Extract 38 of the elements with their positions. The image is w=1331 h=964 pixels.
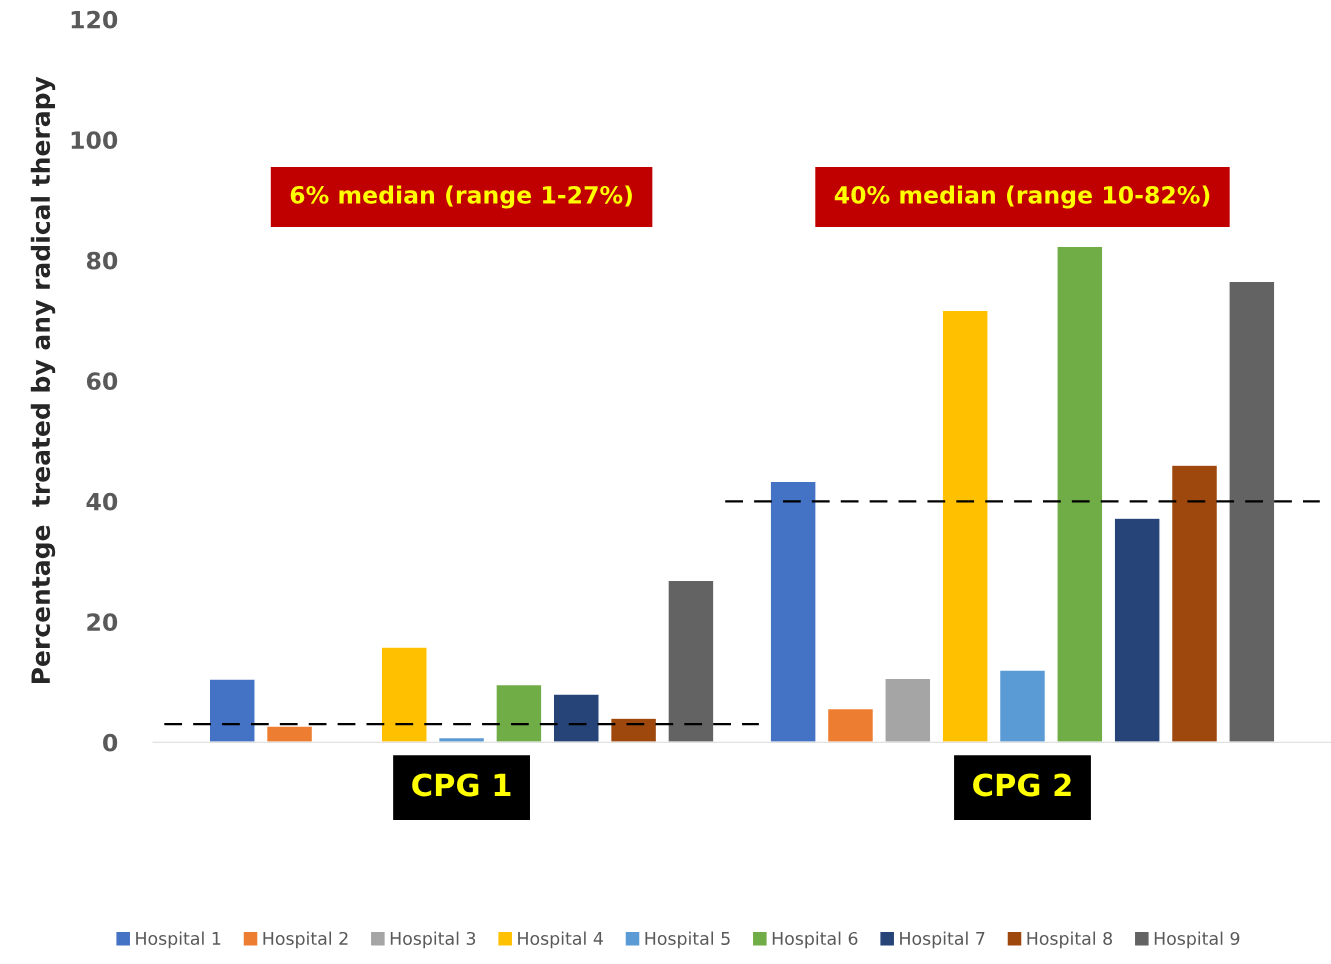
bar xyxy=(1056,245,1104,743)
bar xyxy=(265,725,314,743)
bar xyxy=(769,480,817,743)
annotation: 40% median (range 10-82%) xyxy=(834,185,1210,209)
y-tick-label: 120 xyxy=(71,10,118,29)
legend-label: Hospital 8 xyxy=(1027,931,1112,949)
bar xyxy=(884,677,932,743)
y-axis-title: Percentage treated by any radical therapy xyxy=(30,76,56,684)
bar xyxy=(437,736,486,743)
bar xyxy=(1113,517,1161,743)
bar xyxy=(998,669,1047,743)
x-tick-label: CPG 1 xyxy=(412,773,511,797)
legend-label: Hospital 3 xyxy=(390,931,476,949)
bar xyxy=(380,646,428,743)
bar xyxy=(609,717,658,743)
annotation: 6% median (range 1-27%) xyxy=(290,185,632,209)
y-tick-label: 100 xyxy=(71,131,118,150)
x-tick-label: CPG 2 xyxy=(973,773,1071,797)
legend-label: Hospital 6 xyxy=(772,931,858,949)
bar xyxy=(1228,280,1276,743)
bar xyxy=(1170,464,1219,743)
bar xyxy=(667,579,715,743)
bar xyxy=(495,683,543,743)
legend-label: Hospital 2 xyxy=(263,931,348,949)
legend-label: Hospital 9 xyxy=(1154,931,1240,949)
y-tick-label: 60 xyxy=(86,372,118,391)
y-tick-label: 0 xyxy=(103,733,118,752)
y-tick-label: 40 xyxy=(86,492,118,511)
bar xyxy=(826,707,875,743)
bar xyxy=(941,309,989,743)
legend-label: Hospital 4 xyxy=(518,931,603,949)
legend-label: Hospital 1 xyxy=(136,931,221,949)
bar xyxy=(552,693,600,743)
legend-label: Hospital 5 xyxy=(645,931,730,949)
y-tick-label: 20 xyxy=(87,613,118,632)
legend-label: Hospital 7 xyxy=(900,931,985,949)
y-tick-label: 80 xyxy=(86,251,118,270)
bar xyxy=(208,678,256,743)
